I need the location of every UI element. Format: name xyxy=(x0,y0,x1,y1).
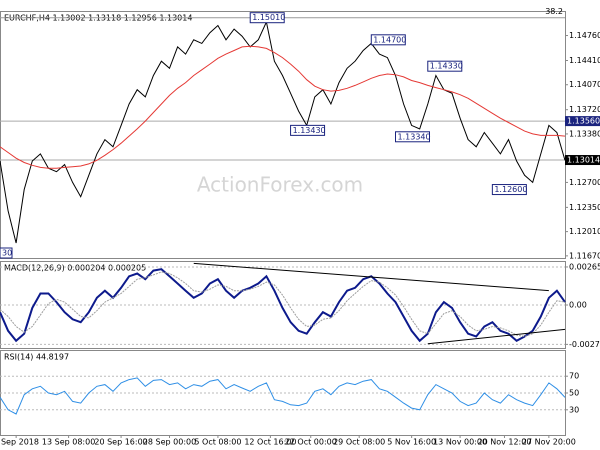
x-tick-label: 13 Nov 00:00 xyxy=(433,438,487,447)
annotation-box xyxy=(395,131,430,143)
x-tick-label: 20 Nov 12:00 xyxy=(477,438,531,447)
annotation-box xyxy=(370,34,406,46)
x-tick-label: 6 Sep 2018 xyxy=(0,438,39,447)
series-line xyxy=(0,377,566,415)
y-tick-label: 1.13720 xyxy=(569,105,600,114)
x-tick-label: 12 Oct 16:00 xyxy=(244,438,296,447)
x-tick-label: 28 Sep 00:00 xyxy=(143,438,196,447)
fib-label: 38.2 xyxy=(545,7,563,16)
trendline xyxy=(193,262,549,292)
y-tick-label: 1.14410 xyxy=(569,56,600,65)
x-tick-label: 22 Oct 00:00 xyxy=(285,438,337,447)
watermark: ActionForex.com xyxy=(197,173,363,197)
y-tick-label: 1.12010 xyxy=(569,227,600,236)
level-box xyxy=(565,155,600,166)
x-tick-label: 5 Oct 08:00 xyxy=(194,438,241,447)
x-tick-label: 27 Nov 20:00 xyxy=(522,438,576,447)
level-label: 1.13560 xyxy=(567,117,600,126)
y-tick-label: 0.002654 xyxy=(569,262,600,271)
annotation-box xyxy=(290,124,326,136)
annotation-label: 1.14330 xyxy=(430,62,463,71)
series-line xyxy=(0,271,566,338)
annotation-label: 1.12600 xyxy=(494,185,527,194)
annotation-label: 1.13340 xyxy=(398,132,431,141)
y-tick-label: 1.12700 xyxy=(569,178,600,187)
y-tick-label: 1.13380 xyxy=(569,129,600,138)
y-tick-label: 1.11670 xyxy=(569,251,600,260)
series-line xyxy=(0,268,566,343)
trendline xyxy=(427,328,566,345)
series-line xyxy=(0,45,566,169)
x-tick-label: 20 Sep 16:00 xyxy=(94,438,147,447)
panel-frame xyxy=(0,11,566,259)
y-tick-label: 1.12350 xyxy=(569,203,600,212)
y-tick-label: 70 xyxy=(569,372,579,381)
panel-title: MACD(12,26,9) 0.000204 0.000205 xyxy=(4,264,146,273)
y-tick-label: 50 xyxy=(569,389,579,398)
y-tick-label: 1.14070 xyxy=(569,80,600,89)
x-tick-label: 29 Oct 08:00 xyxy=(333,438,385,447)
annotation-box xyxy=(0,247,13,259)
y-tick-label: 30 xyxy=(569,405,579,414)
level-box xyxy=(565,116,600,127)
annotation-label: 1.14700 xyxy=(373,35,406,44)
y-tick-label: -0.002747 xyxy=(569,340,600,349)
panel-title: RSI(14) 44.8197 xyxy=(4,353,69,362)
y-tick-label: 0.00 xyxy=(569,301,587,310)
x-tick-label: 13 Sep 08:00 xyxy=(42,438,95,447)
annotation-box xyxy=(427,60,463,72)
level-label: 1.13014 xyxy=(567,156,600,165)
annotation-box xyxy=(249,12,285,24)
annotation-box xyxy=(491,184,527,196)
annotation-label: 1.15010 xyxy=(252,13,285,22)
annotation-label: 30 xyxy=(2,249,12,258)
x-tick-label: 5 Nov 16:00 xyxy=(387,438,436,447)
y-tick-label: 1.14760 xyxy=(569,31,600,40)
annotation-label: 1.13430 xyxy=(293,126,326,135)
